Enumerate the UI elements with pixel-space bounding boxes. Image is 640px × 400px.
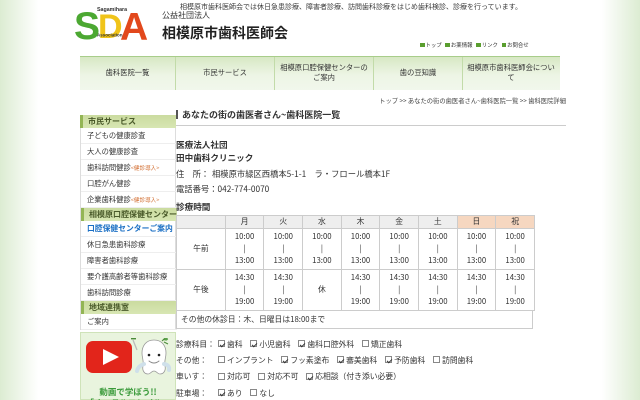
svg-text:Sagamihara: Sagamihara	[97, 7, 127, 13]
svg-text:Association: Association	[97, 33, 123, 38]
svg-text:D: D	[98, 8, 123, 45]
